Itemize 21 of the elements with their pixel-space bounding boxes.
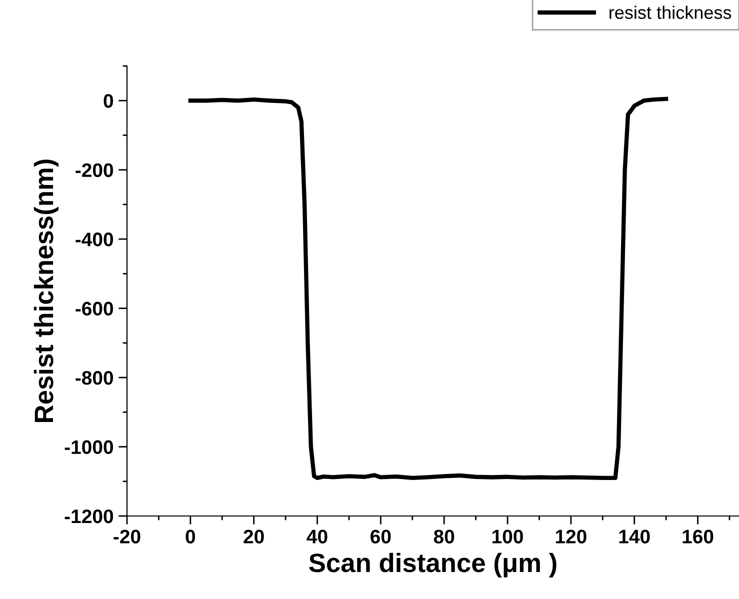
- y-tick-label: -400: [76, 232, 114, 246]
- x-tick-label: 0: [186, 530, 196, 544]
- x-tick-label: 120: [556, 530, 586, 544]
- y-tick-label: -1000: [64, 440, 114, 454]
- x-tick-label: 80: [434, 530, 454, 544]
- x-tick-label: 100: [492, 530, 523, 544]
- y-axis-title: Resist thickness(nm): [34, 160, 59, 422]
- x-tick-label: 20: [244, 530, 264, 544]
- x-tick-label: 160: [682, 530, 714, 544]
- legend-label: resist thickness: [610, 6, 732, 19]
- y-tick-label: 0: [104, 94, 114, 108]
- y-tick-label: -200: [76, 163, 114, 178]
- x-tick-label: 60: [370, 530, 391, 544]
- y-tick-label: -800: [76, 371, 114, 385]
- line-series: [188, 96, 668, 480]
- x-tick-label: 40: [306, 530, 328, 544]
- y-tick-label: -600: [76, 302, 114, 316]
- y-tick-label: -1200: [64, 509, 114, 524]
- x-axis-title: Scan distance (μm ): [309, 552, 556, 578]
- x-tick-label: -20: [114, 530, 140, 544]
- x-tick-label: 140: [619, 530, 650, 544]
